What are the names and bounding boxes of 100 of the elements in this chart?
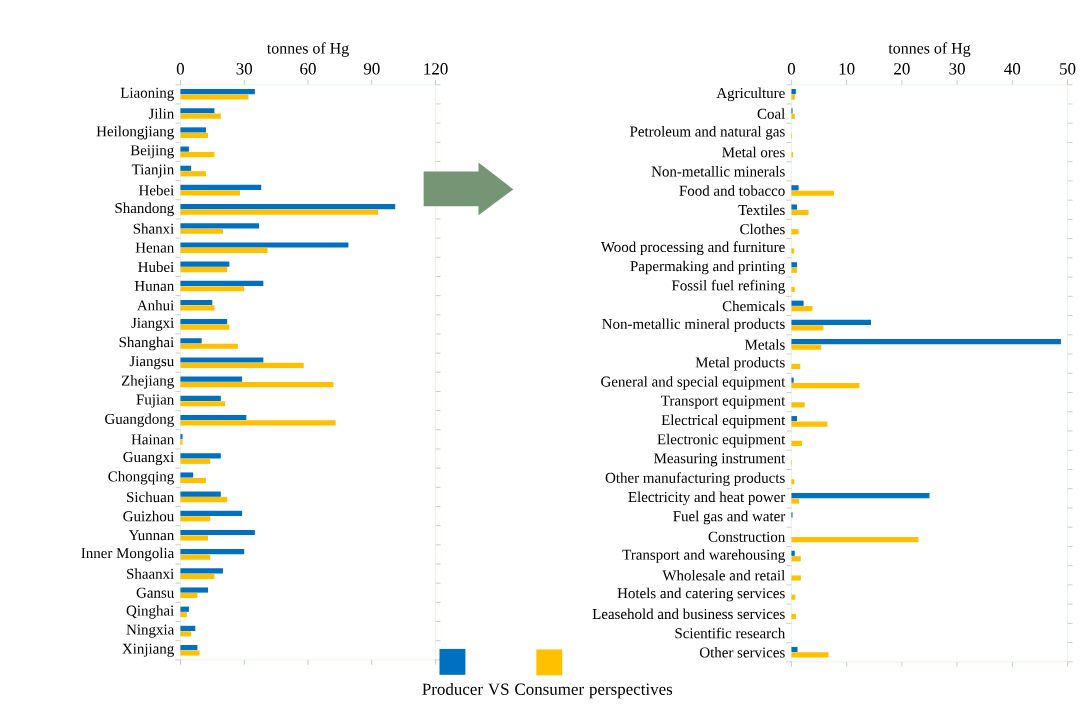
bar xyxy=(180,319,228,325)
bar xyxy=(180,89,255,95)
y-tick-label: Ningxia xyxy=(126,624,175,638)
y-tick-label: Inner Mongolia xyxy=(81,547,175,562)
bar xyxy=(180,242,349,248)
text: VS xyxy=(488,683,509,696)
bar xyxy=(791,575,801,581)
bar xyxy=(791,537,919,543)
y-tick-label: Measuring instrument xyxy=(654,453,786,467)
bar xyxy=(791,267,797,273)
bar xyxy=(180,535,209,541)
y-tick-label: Wholesale and retail xyxy=(662,570,785,581)
bar xyxy=(791,402,805,408)
bar xyxy=(791,339,1061,345)
bar xyxy=(180,185,262,191)
y-tick-label: Fujian xyxy=(136,394,175,408)
bar xyxy=(180,573,215,580)
bar xyxy=(180,606,189,612)
bar xyxy=(791,306,813,312)
x-tick-label: 30 xyxy=(236,63,253,75)
bar xyxy=(791,652,829,658)
bar xyxy=(180,491,221,497)
bar xyxy=(791,416,797,422)
y-tick-label: Other manufacturing products xyxy=(605,472,785,487)
y-tick-label: Non-metallic mineral products xyxy=(602,318,785,333)
bar xyxy=(180,338,202,344)
y-tick-label: Jiangsu xyxy=(129,356,174,370)
y-tick-label: Hainan xyxy=(131,434,175,445)
bar xyxy=(791,493,930,499)
x-tick-label: 120 xyxy=(424,63,448,75)
bar xyxy=(180,420,336,426)
bar xyxy=(180,453,221,459)
bar xyxy=(180,165,192,172)
y-tick-label: Hubei xyxy=(138,261,174,273)
x-axis-title: tonnes of Hg xyxy=(266,42,349,58)
bar xyxy=(791,344,822,350)
y-tick-label: Agriculture xyxy=(716,87,785,102)
y-tick-label: Papermaking and printing xyxy=(630,260,785,275)
y-tick-label: Non-metallic minerals xyxy=(651,166,785,177)
bar xyxy=(180,127,206,133)
bar xyxy=(180,247,268,254)
bar xyxy=(791,262,797,268)
x-tick-label: 50 xyxy=(1060,63,1076,75)
bar xyxy=(791,614,796,620)
bar xyxy=(791,325,824,331)
bar xyxy=(791,421,828,427)
bar xyxy=(180,478,206,484)
bar xyxy=(180,228,223,234)
legend-label: Consumer xyxy=(515,683,584,696)
y-tick-label: Metal ores xyxy=(722,146,785,158)
y-tick-label: Sichuan xyxy=(127,491,175,503)
x-tick-label: 0 xyxy=(787,63,796,75)
bar xyxy=(180,300,213,306)
x-tick-label: 20 xyxy=(894,63,910,75)
bar xyxy=(791,377,794,383)
bar xyxy=(180,415,247,421)
bar xyxy=(180,171,206,177)
y-tick-label: Jilin xyxy=(148,108,175,119)
y-tick-label: Electronic equipment xyxy=(657,433,786,448)
y-tick-label: Guangdong xyxy=(105,413,174,428)
y-tick-label: Hotels and catering services xyxy=(617,587,785,602)
y-tick-label: Clothes xyxy=(740,223,785,235)
y-tick-label: General and special equipment xyxy=(601,376,786,390)
y-tick-label: Other services xyxy=(699,647,785,658)
bar xyxy=(791,286,795,293)
y-tick-label: Scientific research xyxy=(675,627,786,639)
bar xyxy=(180,190,240,196)
y-tick-label: Shandong xyxy=(115,202,174,217)
y-tick-label: Construction xyxy=(708,531,786,542)
x-tick-label: 10 xyxy=(839,63,855,75)
y-tick-label: Hunan xyxy=(134,281,175,292)
bar xyxy=(180,132,209,139)
bar xyxy=(791,440,802,447)
x-tick-label: 0 xyxy=(176,63,185,75)
y-tick-label: Food and tobacco xyxy=(679,185,785,196)
y-tick-label: Petroleum and natural gas xyxy=(630,126,785,140)
bar xyxy=(791,204,797,210)
y-tick-label: Xinjiang xyxy=(122,643,174,657)
y-tick-label: Shanxi xyxy=(133,223,174,234)
x-axis-title: tonnes of Hg xyxy=(888,42,971,58)
y-tick-label: Coal xyxy=(757,108,785,119)
bar xyxy=(180,267,228,273)
bar xyxy=(180,401,226,407)
y-tick-label: Henan xyxy=(135,242,175,253)
bar xyxy=(180,625,196,632)
bar xyxy=(180,593,198,599)
x-tick-label: 30 xyxy=(949,63,965,75)
bar xyxy=(791,383,860,389)
bar xyxy=(180,223,260,229)
bar xyxy=(791,594,796,600)
bar xyxy=(180,650,200,656)
y-tick-label: Jiangxi xyxy=(131,317,174,332)
bar xyxy=(180,554,211,560)
y-tick-label: Beijing xyxy=(130,145,174,159)
y-tick-label: Shaanxi xyxy=(127,568,174,579)
y-tick-label: Guangxi xyxy=(123,452,174,466)
y-tick-label: Tianjin xyxy=(131,164,175,178)
bar xyxy=(180,305,215,311)
x-tick-label: 40 xyxy=(1004,63,1021,75)
bar xyxy=(180,376,243,382)
